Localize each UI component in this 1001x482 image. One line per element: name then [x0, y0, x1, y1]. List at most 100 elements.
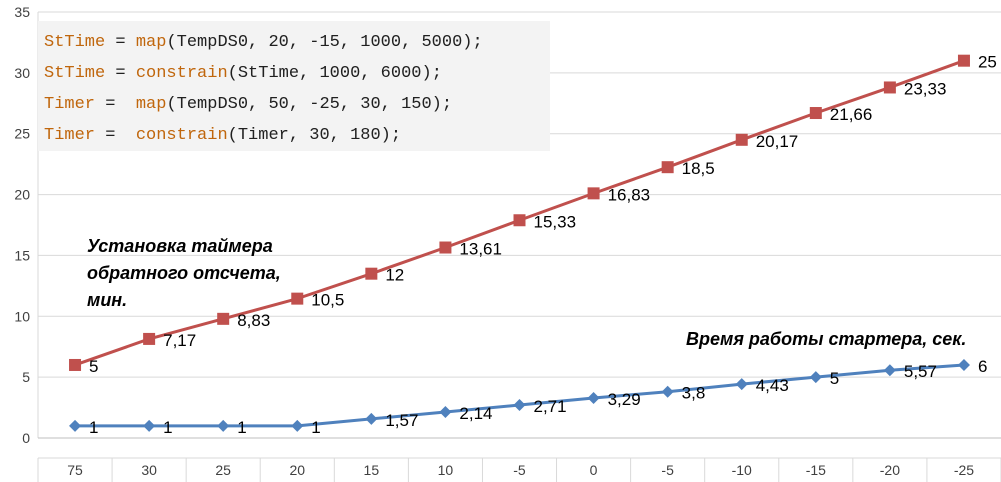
x-tick-label: -25 — [954, 462, 974, 478]
timer-series-marker — [809, 107, 822, 120]
y-tick-label: 20 — [14, 187, 30, 203]
x-tick-label: -10 — [732, 462, 752, 478]
code-line: StTime = map(TempDS0, 20, -15, 1000, 500… — [44, 27, 550, 58]
data-labels-layer: 5 7,17 8,83 10,5 12 13,61 15,33 16,83 18,5 20,17 2… — [89, 53, 997, 437]
timer-series-marker — [587, 187, 600, 200]
starter-series-marker — [217, 419, 230, 432]
code-line: Timer = map(TempDS0, 50, -25, 30, 150); — [44, 89, 550, 120]
code-line: Timer = constrain(Timer, 30, 180); — [44, 120, 550, 151]
timer-series-data-label: 7,17 — [163, 331, 196, 350]
x-tick-label: -20 — [880, 462, 900, 478]
code-operator: = — [105, 64, 136, 83]
code-panel: StTime = map(TempDS0, 20, -15, 1000, 500… — [38, 21, 550, 151]
timer-series-data-label: 25 — [978, 53, 997, 72]
x-tick-label: -5 — [513, 462, 526, 478]
starter-series-marker — [661, 385, 674, 398]
starter-series-marker — [513, 399, 526, 412]
code-variable: Timer — [44, 95, 96, 114]
x-tick-label: -5 — [661, 462, 674, 478]
y-tick-label: 25 — [14, 126, 30, 142]
timer-series-marker — [291, 292, 304, 305]
starter-series-marker — [69, 419, 82, 432]
y-tick-label: 0 — [22, 430, 30, 446]
annotation-line: обратного отсчета, — [87, 263, 281, 283]
y-tick-labels: 0 5 10 15 20 25 30 35 — [14, 4, 30, 446]
code-line: StTime = constrain(StTime, 1000, 6000); — [44, 58, 550, 89]
starter-series-data-label: 1 — [89, 418, 98, 437]
x-tick-label: 25 — [215, 462, 231, 478]
timer-series-marker — [513, 214, 526, 227]
code-arguments: (StTime, 1000, 6000); — [227, 64, 442, 83]
timer-series-marker — [661, 161, 674, 174]
starter-series-data-label: 3,8 — [682, 384, 706, 403]
starter-series-data-label: 1,57 — [385, 411, 418, 430]
x-tick-label: -15 — [806, 462, 826, 478]
code-arguments: (TempDS0, 20, -15, 1000, 5000); — [166, 33, 483, 52]
starter-series-data-label: 4,43 — [756, 376, 789, 395]
timer-series-marker — [735, 133, 748, 146]
code-operator: = — [105, 33, 136, 52]
x-tick-labels: 75 30 25 20 15 10 -5 0 -5 -10 -15 -20 -25 — [67, 462, 974, 478]
timer-series-data-label: 23,33 — [904, 79, 947, 98]
code-operator: = — [95, 126, 136, 145]
timer-series-marker — [365, 267, 378, 280]
timer-series-data-label: 13,61 — [459, 240, 502, 259]
timer-series-data-label: 16,83 — [608, 185, 651, 204]
x-tick-label: 15 — [364, 462, 380, 478]
timer-series-marker — [439, 241, 452, 254]
timer-series-data-label: 18,5 — [682, 159, 715, 178]
code-variable: StTime — [44, 64, 106, 83]
y-tick-label: 35 — [14, 4, 30, 20]
timer-series-data-label: 12 — [385, 266, 404, 285]
starter-series-data-label: 2,14 — [459, 404, 492, 423]
code-function: constrain — [135, 64, 228, 83]
starter-series-data-label: 6 — [978, 357, 987, 376]
timer-series-data-label: 21,66 — [830, 105, 873, 124]
axes — [37, 12, 1001, 482]
x-tick-label: 10 — [438, 462, 454, 478]
starter-series-marker — [883, 364, 896, 377]
annotation-line: мин. — [87, 290, 128, 310]
starter-series-marker — [291, 419, 304, 432]
series-layer — [69, 54, 970, 432]
x-tick-label: 0 — [590, 462, 598, 478]
code-variable: Timer — [44, 126, 96, 145]
starter-series-marker — [735, 378, 748, 391]
code-arguments: (TempDS0, 50, -25, 30, 150); — [166, 95, 453, 114]
code-function: constrain — [135, 126, 228, 145]
starter-series-data-label: 5,57 — [904, 362, 937, 381]
timer-series-data-label: 10,5 — [311, 291, 344, 310]
starter-series-marker — [587, 391, 600, 404]
starter-series-data-label: 5 — [830, 369, 839, 388]
timer-series-marker — [143, 332, 156, 345]
starter-series-data-label: 2,71 — [534, 397, 567, 416]
x-tick-label: 30 — [141, 462, 157, 478]
code-variable: StTime — [44, 33, 106, 52]
x-tick-label: 75 — [67, 462, 83, 478]
timer-series-marker — [957, 54, 970, 67]
starter-series-marker — [143, 419, 156, 432]
code-function: map — [135, 95, 167, 114]
code-arguments: (Timer, 30, 180); — [227, 126, 402, 145]
starter-series-data-label: 1 — [311, 418, 320, 437]
y-tick-label: 10 — [14, 308, 30, 324]
starter-series-marker — [439, 405, 452, 418]
timer-series-data-label: 5 — [89, 357, 98, 376]
starter-series-data-label: 1 — [163, 418, 172, 437]
annotation-line: Установка таймера — [87, 236, 273, 256]
starter-series-marker — [809, 371, 822, 384]
timer-series-data-label: 20,17 — [756, 132, 799, 151]
x-tick-label: 20 — [289, 462, 305, 478]
timer-series-marker — [883, 81, 896, 94]
y-tick-label: 15 — [14, 247, 30, 263]
code-operator: = — [95, 95, 136, 114]
starter-series-data-label: 3,29 — [608, 390, 641, 409]
code-function: map — [135, 33, 167, 52]
timer-series-data-label: 15,33 — [534, 212, 577, 231]
starter-series-data-label: 1 — [237, 418, 246, 437]
starter-series-marker — [957, 358, 970, 371]
timer-series-marker — [69, 358, 82, 371]
starter-series-marker — [365, 412, 378, 425]
timer-series-marker — [217, 312, 230, 325]
y-tick-label: 5 — [22, 369, 30, 385]
